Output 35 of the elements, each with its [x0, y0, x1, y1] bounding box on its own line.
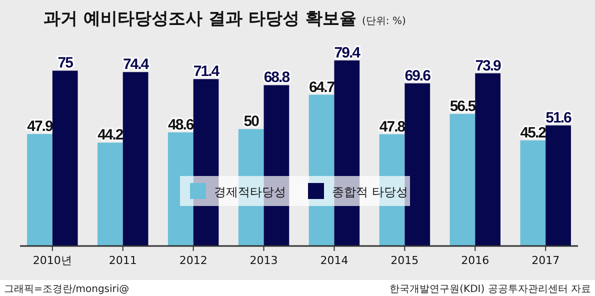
x-tick-label: 2011 — [108, 254, 137, 267]
bar — [27, 134, 52, 246]
data-label: 47.9 — [27, 118, 53, 136]
bar — [520, 140, 546, 246]
bar — [122, 72, 148, 246]
bar — [98, 142, 123, 246]
text: 그래픽=조경란/mongsiri@ — [4, 284, 130, 295]
legend-label: 경제적타당성 — [214, 185, 286, 199]
bar — [52, 70, 78, 246]
data-label: 44.2 — [98, 126, 124, 144]
legend-label: 종합적 타당성 — [332, 185, 408, 199]
data-label: 79.4 — [334, 44, 362, 62]
data-label: 51.6 — [546, 109, 572, 126]
x-tick-label: 2014 — [320, 254, 348, 267]
data-label: 69.6 — [404, 67, 431, 84]
bar — [404, 83, 430, 246]
bar — [546, 125, 571, 246]
x-tick-label: 2012 — [179, 254, 208, 267]
bar — [450, 114, 476, 246]
data-label: 74.4 — [122, 56, 150, 74]
bar — [475, 73, 500, 246]
x-tick-label: 2017 — [532, 254, 560, 267]
x-tick-label: 2010년 — [32, 254, 72, 267]
x-tick-label: 2013 — [250, 254, 278, 267]
data-label: 48.6 — [168, 116, 194, 134]
chart-subtitle: (단위: %) — [362, 16, 406, 27]
x-tick-label: 2016 — [461, 254, 490, 267]
data-label: 71.4 — [193, 63, 220, 80]
data-label: 68.8 — [264, 69, 290, 86]
data-label: 50 — [244, 113, 260, 130]
x-tick-label: 2015 — [390, 254, 419, 267]
data-label: 75 — [58, 54, 74, 72]
data-label: 73.9 — [475, 57, 502, 74]
text: 한국개발연구원(KDI) 공공투자관리센터 자료 — [390, 284, 591, 295]
chart-title: 과거 예비타당성조사 결과 타당성 확보율 — [44, 9, 356, 29]
